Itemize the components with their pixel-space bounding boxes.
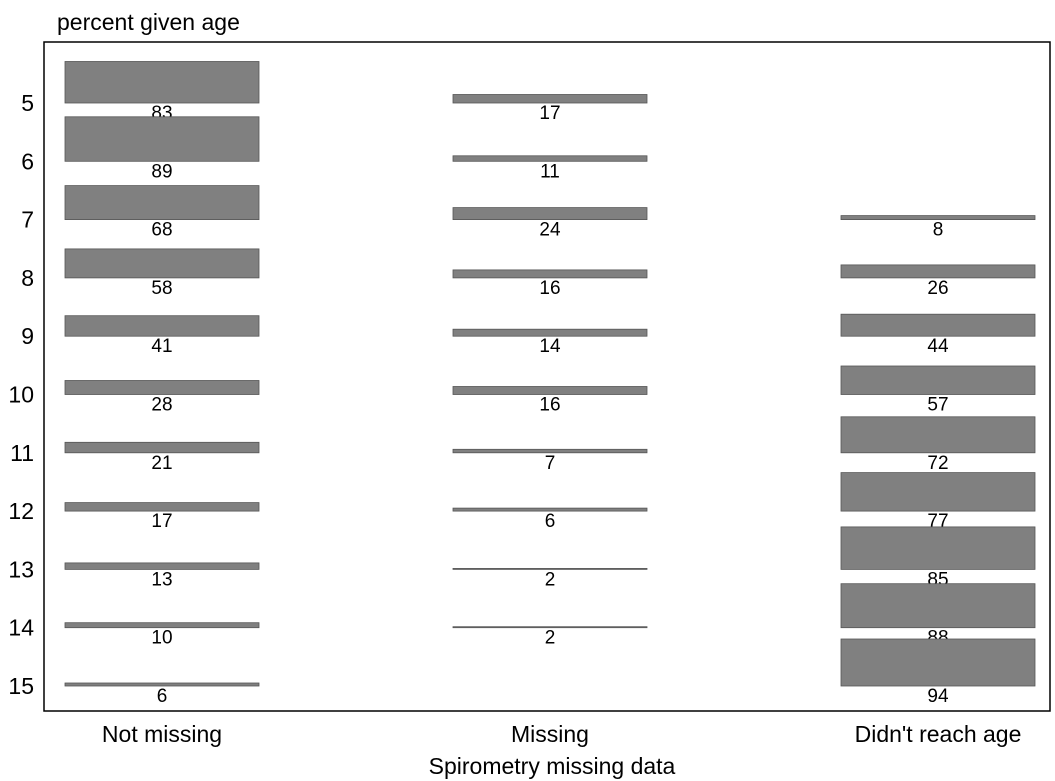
value-label: 89 [151,161,172,182]
bar [840,583,1036,629]
bar [840,526,1036,570]
value-label: 57 [927,395,948,416]
value-label: 8 [933,220,944,241]
x-tick-label: Missing [511,721,589,747]
value-label: 26 [927,278,948,299]
value-label: 17 [151,511,172,532]
bar [64,248,260,279]
value-label: 41 [151,336,172,357]
value-label: 68 [151,220,172,241]
value-label: 24 [539,220,561,241]
value-label: 14 [539,336,561,357]
x-axis-label: Spirometry missing data [429,753,676,779]
y-tick-label: 12 [8,498,34,524]
bar [64,116,260,162]
bar [840,472,1036,512]
value-label: 2 [545,569,556,590]
bar [840,313,1036,337]
plot-frame [43,41,1051,712]
value-label: 94 [927,686,949,707]
value-label: 6 [157,686,168,707]
value-label: 58 [151,278,172,299]
y-tick-label: 14 [8,615,34,641]
bar [64,380,260,395]
x-tick-label: Not missing [102,721,222,747]
bar [64,682,260,687]
y-tick-label: 8 [21,265,34,291]
value-label: 44 [927,336,949,357]
bar [64,562,260,570]
y-tick-label: 7 [21,207,34,233]
bar [64,622,260,629]
chart-title: percent given age [57,9,240,35]
bar [840,215,1036,221]
bar [452,568,648,570]
value-label: 16 [539,395,560,416]
value-label: 21 [151,453,172,474]
y-tick-label: 9 [21,323,34,349]
value-label: 2 [545,628,556,649]
bar [64,441,260,454]
bar [452,448,648,454]
bar [452,94,648,104]
y-tick-label: 5 [21,90,34,116]
y-tick-label: 6 [21,148,34,174]
bar [64,185,260,221]
value-label: 72 [927,453,948,474]
value-label: 11 [540,161,560,182]
bar [840,365,1036,395]
bar [840,264,1036,279]
bar [840,416,1036,454]
value-label: 17 [539,103,560,124]
bar [64,315,260,337]
bar [452,386,648,395]
bar [452,207,648,221]
bar [452,269,648,279]
bar [840,638,1036,687]
bar [452,507,648,512]
bar [452,155,648,162]
value-label: 6 [545,511,556,532]
y-tick-label: 10 [8,382,34,408]
value-label: 28 [151,395,172,416]
value-label: 16 [539,278,560,299]
y-tick-label: 13 [8,556,34,582]
bar [64,502,260,512]
value-label: 13 [151,569,172,590]
y-tick-label: 15 [8,673,34,699]
value-label: 7 [545,453,556,474]
x-tick-label: Didn't reach age [855,721,1022,747]
bar [452,626,648,629]
bar [64,61,260,104]
bar [452,328,648,337]
y-tick-label: 11 [10,440,34,466]
value-label: 10 [151,628,172,649]
